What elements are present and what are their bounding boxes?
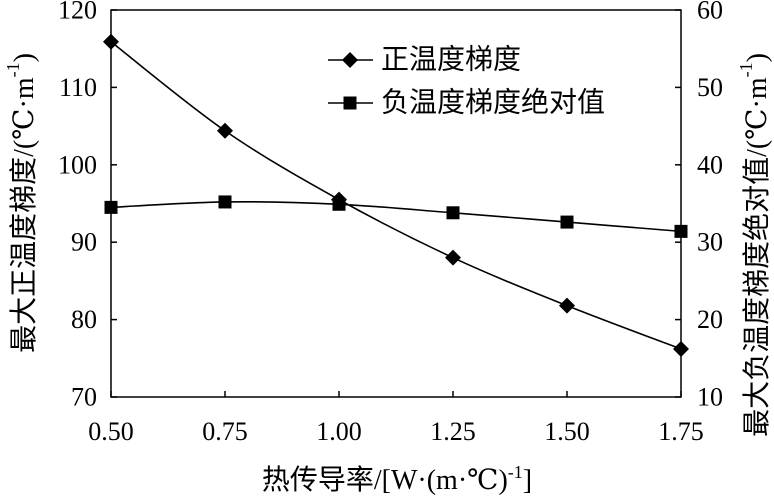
series-square-marker (674, 224, 688, 238)
left-y-axis-title-superscript: -1 (3, 62, 23, 77)
axis-tick-labels: 70 80 90 100 110 120 10 20 30 40 50 60 0.50 0.75 1.00 1… (58, 0, 723, 446)
legend-label-square-series: 负温度梯度绝对值 (381, 87, 605, 119)
x-axis-title: 热传导率/[W·(m·℃)-1] (262, 462, 532, 496)
x-axis-title-superscript: -1 (508, 462, 523, 482)
right-axis-tick-label: 30 (697, 228, 723, 257)
x-axis-tick-label: 1.25 (430, 417, 476, 446)
left-axis-tick-label: 110 (59, 73, 97, 102)
left-axis-tick-label: 90 (71, 228, 97, 257)
right-axis-tick-label: 50 (697, 73, 723, 102)
left-axis-tick-label: 120 (58, 0, 97, 25)
series-square-marker (560, 215, 574, 229)
x-axis-tick-label: 1.75 (658, 417, 704, 446)
left-y-axis-title-main: 最大正温度梯度/(℃·m (8, 77, 40, 353)
series-diamond (103, 33, 689, 358)
left-y-axis-title-tail: ) (9, 53, 40, 62)
series-diamond-line (110, 41, 682, 350)
right-y-axis-title-superscript: -1 (736, 62, 756, 77)
x-axis-tick-label: 1.00 (316, 417, 362, 446)
x-axis-title-tail: ] (523, 465, 532, 496)
series-layer (103, 33, 689, 358)
left-axis-tick-label: 80 (71, 305, 97, 334)
axis-ticks (110, 9, 682, 398)
right-axis-tick-label: 60 (697, 0, 723, 25)
left-y-axis-title: 最大正温度梯度/(℃·m-1) (3, 53, 40, 353)
series-square-marker (104, 200, 118, 214)
x-axis-tick-label: 1.50 (544, 417, 590, 446)
right-y-axis-title-main: 最大负温度梯度绝对值/(℃·m (741, 77, 773, 437)
series-square-marker (332, 197, 346, 211)
right-axis-tick-label: 20 (697, 305, 723, 334)
series-square-marker (218, 195, 232, 209)
x-axis-title-main: 热传导率/[W·(m·℃) (262, 464, 508, 496)
series-square-line (110, 201, 682, 233)
legend-diamond-marker (342, 52, 358, 68)
left-axis-tick-label: 70 (71, 383, 97, 412)
legend: 正温度梯度 负温度梯度绝对值 (328, 44, 605, 119)
series-square-marker (446, 206, 460, 220)
legend-label-diamond-series: 正温度梯度 (381, 44, 521, 76)
series-square (104, 195, 688, 238)
right-y-axis-title: 最大负温度梯度绝对值/(℃·m-1) (736, 53, 773, 437)
series-diamond-marker (445, 249, 461, 266)
legend-item-diamond-series: 正温度梯度 (328, 44, 521, 76)
legend-item-square-series: 负温度梯度绝对值 (328, 87, 605, 119)
series-diamond-marker (217, 122, 233, 139)
left-axis-tick-label: 100 (58, 150, 97, 179)
series-diamond-marker (559, 297, 575, 314)
series-diamond-marker (103, 33, 119, 50)
x-axis-tick-label: 0.75 (202, 417, 248, 446)
legend-square-marker (343, 96, 357, 110)
series-diamond-marker (673, 341, 689, 358)
right-y-axis-title-tail: ) (742, 53, 773, 62)
right-axis-tick-label: 40 (697, 150, 723, 179)
x-axis-tick-label: 0.50 (88, 417, 134, 446)
right-axis-tick-label: 10 (697, 383, 723, 412)
